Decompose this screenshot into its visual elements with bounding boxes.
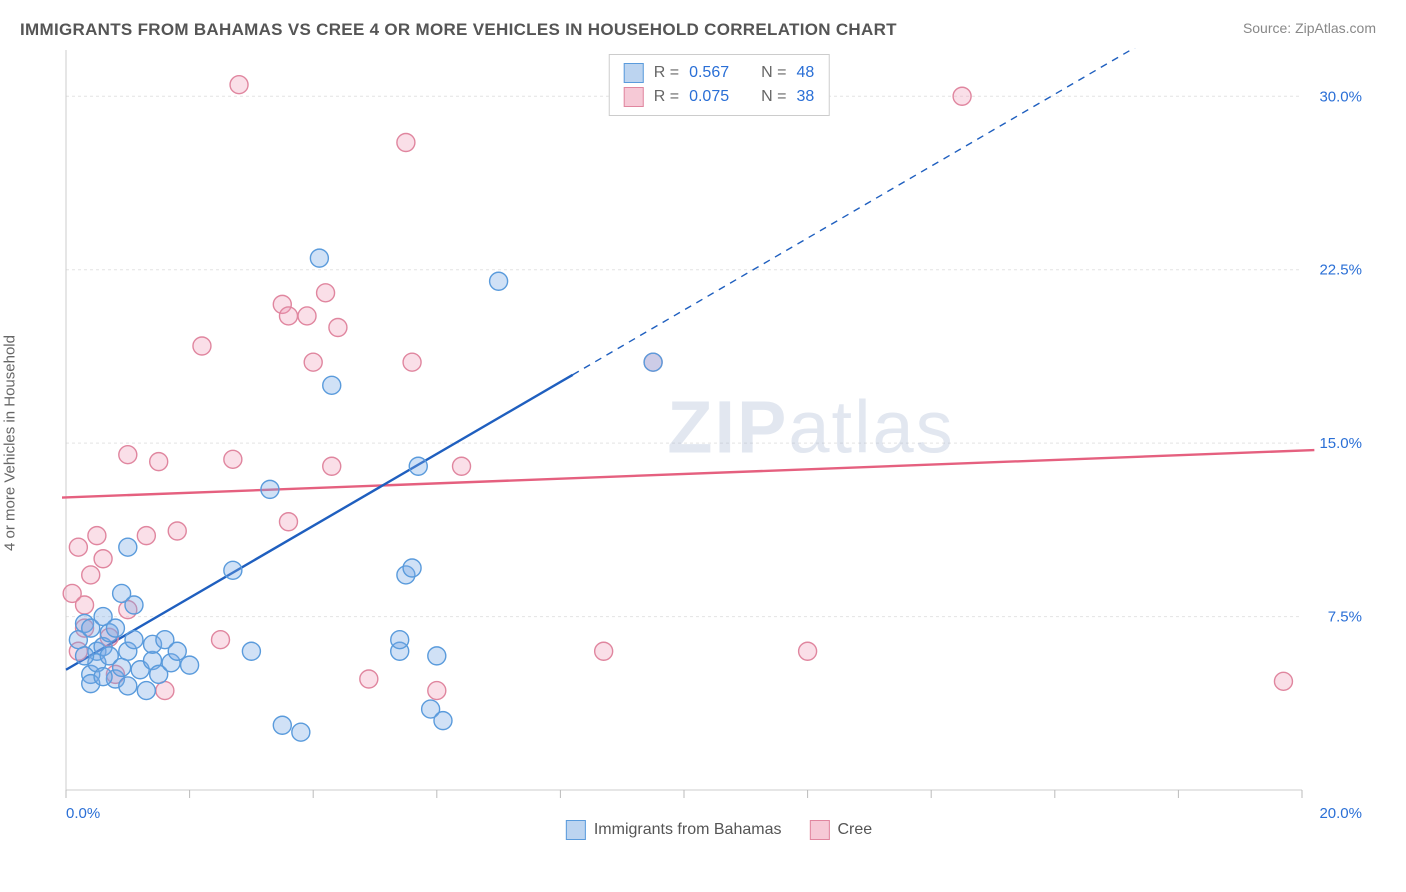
y-axis-label: 4 or more Vehicles in Household [2, 335, 19, 551]
r-value-cree: 0.075 [689, 85, 729, 109]
stats-row-bahamas: R = 0.567 N = 48 [624, 61, 815, 85]
legend-item-cree: Cree [809, 820, 872, 840]
svg-text:15.0%: 15.0% [1319, 435, 1362, 452]
legend-label-cree: Cree [837, 821, 872, 839]
r-label: R = [654, 61, 679, 85]
swatch-cree [809, 820, 829, 840]
n-value-bahamas: 48 [796, 61, 814, 85]
svg-text:22.5%: 22.5% [1319, 262, 1362, 279]
legend-item-bahamas: Immigrants from Bahamas [566, 820, 782, 840]
svg-text:20.0%: 20.0% [1319, 805, 1362, 822]
swatch-cree [624, 87, 644, 107]
stats-row-cree: R = 0.075 N = 38 [624, 85, 815, 109]
svg-text:0.0%: 0.0% [66, 805, 100, 822]
stats-legend-box: R = 0.567 N = 48 R = 0.075 N = 38 [609, 54, 830, 116]
r-label: R = [654, 85, 679, 109]
n-label: N = [761, 85, 786, 109]
chart-title: IMMIGRANTS FROM BAHAMAS VS CREE 4 OR MOR… [20, 20, 897, 40]
r-value-bahamas: 0.567 [689, 61, 729, 85]
legend-label-bahamas: Immigrants from Bahamas [594, 821, 782, 839]
swatch-bahamas [566, 820, 586, 840]
n-label: N = [761, 61, 786, 85]
legend-bottom: Immigrants from Bahamas Cree [566, 820, 872, 840]
n-value-cree: 38 [796, 85, 814, 109]
scatter-chart: 7.5% 15.0% 22.5% 30.0% 0.0% 20.0% [62, 48, 1376, 838]
source-label: Source: ZipAtlas.com [1243, 20, 1376, 36]
svg-text:7.5%: 7.5% [1328, 609, 1362, 626]
svg-text:30.0%: 30.0% [1319, 88, 1362, 105]
swatch-bahamas [624, 63, 644, 83]
chart-container: 4 or more Vehicles in Household 7.5%15.0… [20, 48, 1376, 838]
